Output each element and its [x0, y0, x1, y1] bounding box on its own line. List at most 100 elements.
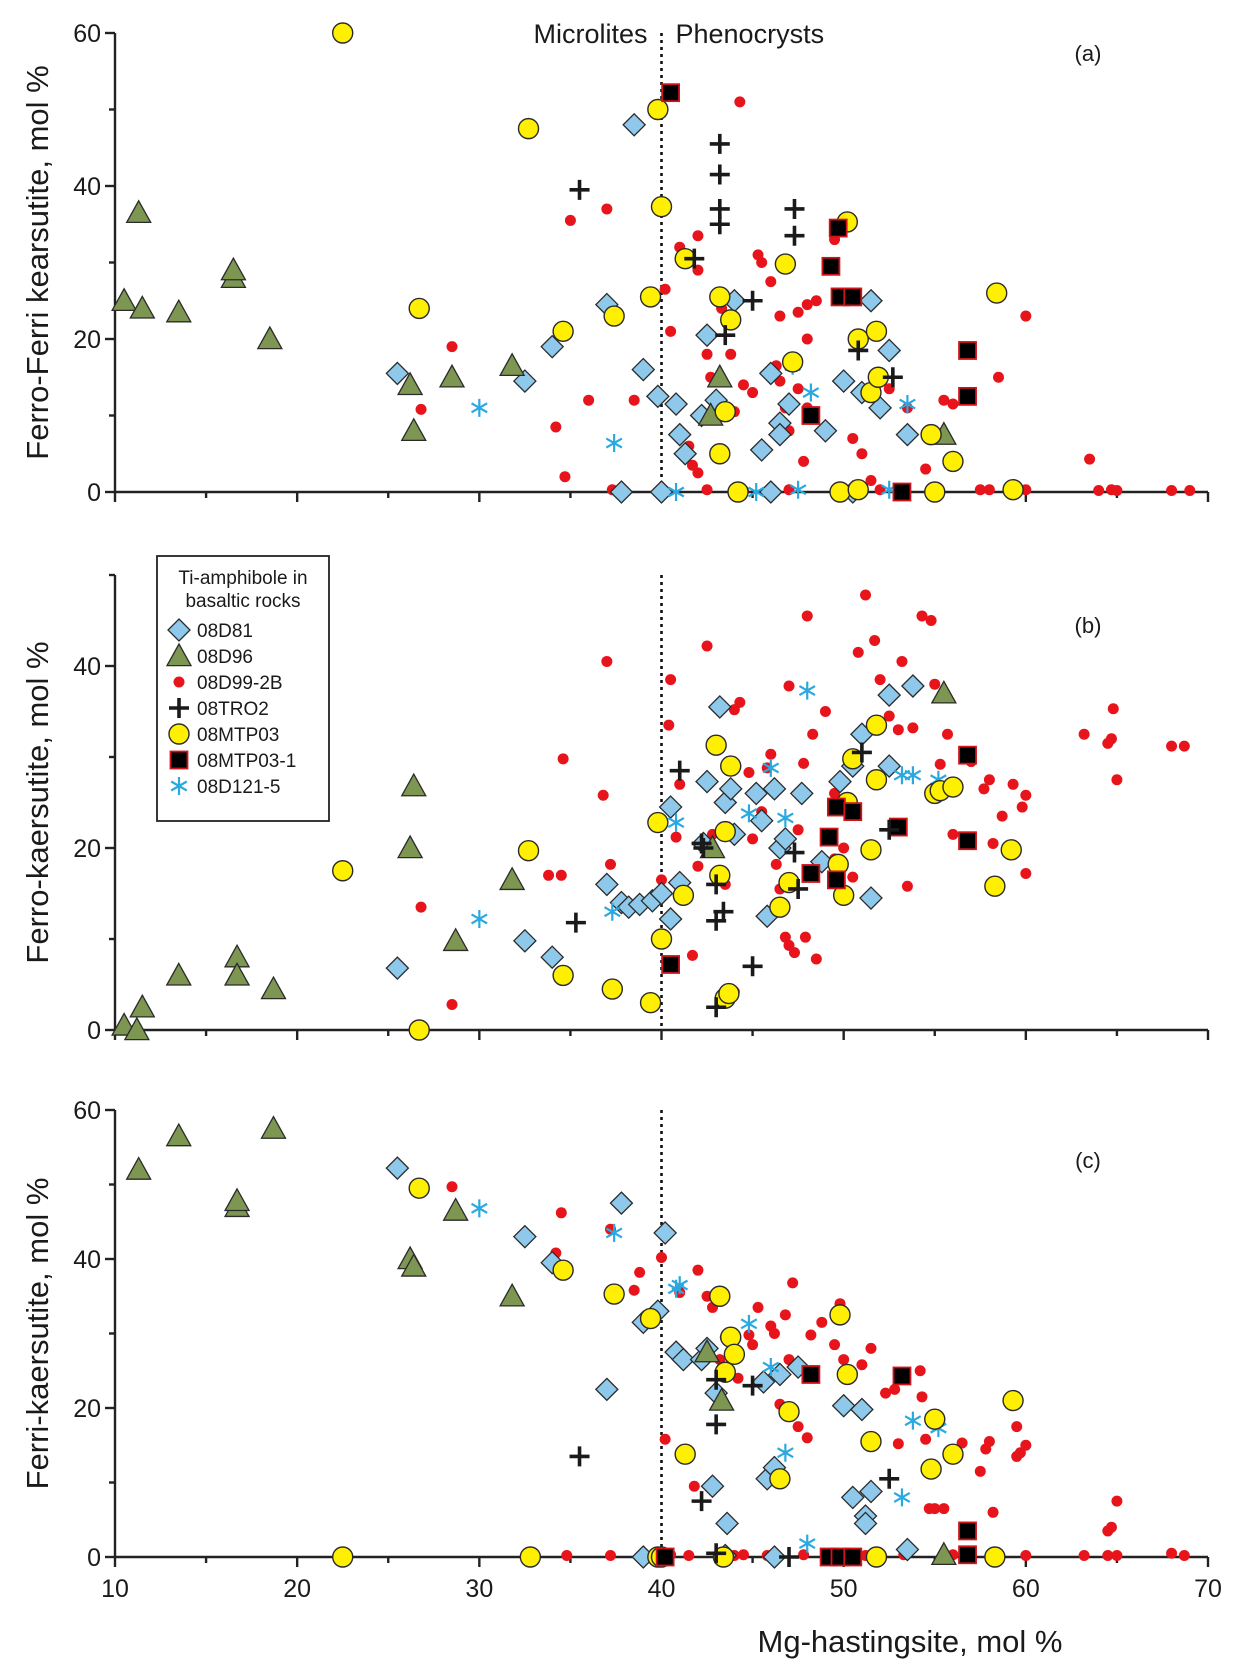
data-point — [798, 455, 810, 467]
legend-entry-label: 08D121-5 — [197, 777, 280, 798]
data-point — [843, 1547, 863, 1567]
data-point — [671, 1347, 696, 1372]
data-point — [639, 286, 662, 308]
data-point — [552, 320, 574, 343]
data-point — [777, 808, 794, 827]
data-point — [807, 728, 819, 740]
data-point — [569, 179, 590, 200]
data-point — [709, 864, 731, 886]
data-point — [1102, 1550, 1114, 1562]
data-point — [559, 471, 571, 483]
data-point — [819, 706, 831, 717]
data-point — [889, 1383, 901, 1395]
data-point — [706, 997, 727, 1018]
data-point — [888, 817, 908, 837]
data-point — [983, 1436, 995, 1448]
data-point — [942, 776, 964, 798]
data-point — [929, 678, 941, 690]
data-point — [561, 1550, 573, 1562]
data-point — [901, 880, 913, 892]
data-point — [111, 287, 138, 312]
legend-title: Ti-amphibole in — [178, 568, 307, 589]
data-point — [810, 295, 822, 307]
data-point — [740, 1314, 758, 1333]
data-point — [801, 864, 821, 883]
data-point — [695, 769, 719, 794]
data-point — [801, 406, 821, 425]
data-point — [947, 398, 959, 410]
data-point — [609, 480, 634, 504]
data-point — [639, 992, 662, 1014]
data-point — [260, 975, 287, 1000]
data-point — [859, 886, 883, 910]
series-08mtp03-1 — [661, 745, 977, 974]
data-point — [848, 340, 869, 361]
data-point — [840, 1485, 865, 1510]
data-point — [865, 1342, 877, 1354]
data-point — [714, 400, 736, 423]
data-point — [831, 369, 856, 393]
data-point — [734, 96, 746, 108]
data-point — [892, 1438, 904, 1450]
data-point — [594, 1377, 619, 1402]
x-tick-label: 50 — [830, 1575, 858, 1603]
panel-label: (c) — [1075, 1148, 1101, 1173]
data-point — [691, 833, 712, 854]
data-point — [892, 1366, 912, 1386]
data-point — [683, 1550, 695, 1562]
x-axis-title: Mg-hastingsite, mol % — [758, 1624, 1063, 1659]
data-point — [792, 1421, 804, 1433]
data-point — [645, 384, 670, 409]
data-point — [709, 214, 730, 235]
data-point — [397, 371, 424, 396]
legend-entry: 08D99-2B — [173, 673, 283, 694]
data-point — [400, 772, 427, 797]
y-axis-title: Ferri-kaersutite, mol % — [20, 1178, 55, 1490]
data-point — [996, 810, 1008, 822]
data-point — [880, 1387, 892, 1399]
series-08d96 — [125, 1115, 957, 1566]
data-point — [649, 480, 674, 504]
data-point — [709, 443, 731, 465]
data-point — [768, 1328, 780, 1339]
data-point — [220, 256, 247, 281]
data-point — [1078, 1550, 1090, 1562]
x-tick-label: 10 — [101, 1575, 129, 1603]
y-tick-label: 40 — [73, 653, 101, 681]
data-point — [829, 1339, 841, 1351]
microlites-label: Microlites — [533, 19, 647, 49]
data-point — [609, 1191, 634, 1216]
data-point — [260, 1115, 287, 1139]
data-point — [874, 674, 886, 686]
data-point — [929, 1503, 941, 1515]
data-point — [798, 1534, 816, 1553]
data-point — [865, 714, 888, 736]
data-point — [691, 1491, 712, 1512]
data-point — [1178, 740, 1190, 752]
data-point — [656, 874, 667, 886]
data-point — [788, 947, 800, 959]
data-point — [686, 459, 698, 471]
data-point — [715, 1511, 739, 1536]
data-point — [836, 1363, 859, 1386]
data-point — [783, 680, 795, 692]
data-point — [650, 928, 673, 950]
data-point — [1093, 484, 1105, 496]
y-tick-label: 60 — [73, 20, 101, 48]
data-point — [543, 869, 555, 881]
data-point — [385, 1156, 410, 1181]
data-point — [801, 610, 813, 622]
data-point — [565, 912, 586, 933]
data-point — [601, 978, 624, 1000]
data-point — [737, 1549, 749, 1561]
data-point — [659, 1433, 671, 1445]
data-point — [165, 1122, 192, 1147]
data-point — [1166, 1547, 1178, 1559]
data-point — [907, 722, 919, 734]
data-point — [816, 1316, 828, 1328]
data-point — [781, 351, 804, 373]
legend-entry-label: 08MTP03 — [197, 725, 279, 746]
data-point — [628, 1284, 640, 1296]
data-point — [442, 927, 469, 952]
